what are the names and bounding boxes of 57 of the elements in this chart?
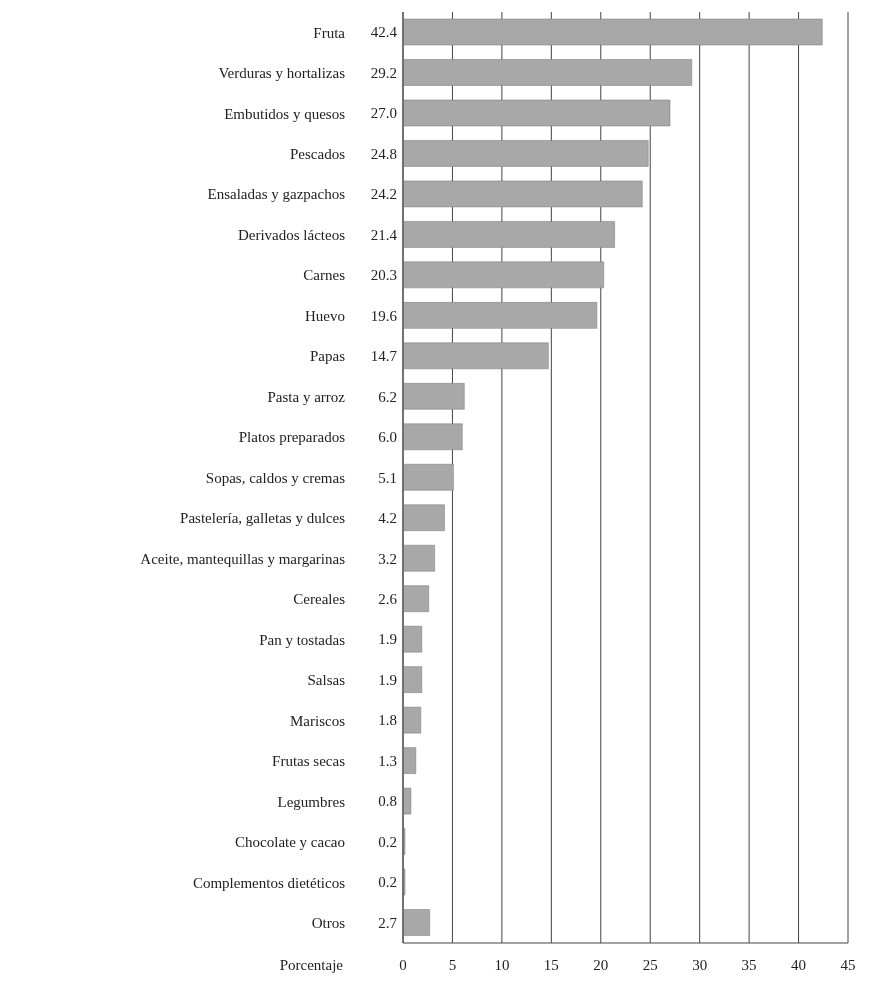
y-tick-label: Legumbres xyxy=(277,793,346,810)
y-tick-label: Sopas, caldos y cremas xyxy=(205,469,346,486)
data-label: 2.6 xyxy=(378,591,398,608)
y-tick-label: Chocolate y cacao xyxy=(235,834,345,851)
data-label: 5.1 xyxy=(378,469,397,486)
data-label: 4.2 xyxy=(378,510,397,527)
y-tick-label: Otros xyxy=(311,915,346,932)
y-tick-label: Pastelería, galletas y dulces xyxy=(180,510,346,527)
x-tick-label: 30 xyxy=(692,956,708,973)
x-tick-label: 35 xyxy=(741,956,757,973)
data-label: 1.9 xyxy=(378,671,397,688)
data-label: 24.2 xyxy=(370,186,397,203)
x-tick-label: 20 xyxy=(593,956,609,973)
y-tick-label: Pasta y arroz xyxy=(267,388,346,405)
data-label: 2.7 xyxy=(378,914,398,931)
y-tick-label: Pan y tostadas xyxy=(259,631,346,648)
x-tick-label: 10 xyxy=(494,956,510,973)
data-label: 29.2 xyxy=(370,64,397,81)
data-label: 6.0 xyxy=(378,429,397,446)
y-tick-label: Aceite, mantequillas y margarinas xyxy=(140,550,346,567)
x-tick-label: 5 xyxy=(448,956,457,973)
data-label: 0.8 xyxy=(378,793,397,810)
data-label: 19.6 xyxy=(370,307,398,324)
x-tick-label: 40 xyxy=(791,956,807,973)
y-tick-label: Salsas xyxy=(307,672,346,689)
y-tick-label: Complementos dietéticos xyxy=(192,874,346,891)
x-tick-label: 15 xyxy=(543,956,559,973)
y-tick-label: Papas xyxy=(310,348,346,365)
data-label: 27.0 xyxy=(370,105,397,122)
y-tick-label: Fruta xyxy=(313,24,346,41)
y-tick-label: Mariscos xyxy=(290,712,346,729)
y-tick-label: Cereales xyxy=(293,591,346,608)
data-label: 0.2 xyxy=(378,874,397,891)
data-label: 20.3 xyxy=(370,267,397,284)
x-tick-label: 25 xyxy=(642,956,658,973)
data-label: 42.4 xyxy=(370,24,398,41)
y-tick-label: Verduras y hortalizas xyxy=(218,65,346,82)
data-label: 24.8 xyxy=(370,145,397,162)
data-label: 6.2 xyxy=(378,388,397,405)
x-tick-label: 0 xyxy=(399,956,407,973)
data-label: 3.2 xyxy=(378,550,397,567)
data-label: 21.4 xyxy=(370,226,398,243)
data-label: 1.3 xyxy=(378,752,397,769)
y-tick-label: Pescados xyxy=(290,146,346,162)
y-tick-label: Carnes xyxy=(303,267,346,284)
y-tick-label: Derivados lácteos xyxy=(237,226,346,243)
x-axis-title: Porcentaje xyxy=(279,957,344,974)
y-tick-label: Embutidos y quesos xyxy=(224,105,346,122)
data-label: 1.9 xyxy=(378,631,397,648)
data-label: 1.8 xyxy=(378,712,397,729)
y-tick-label: Huevo xyxy=(305,307,345,324)
y-tick-label: Ensaladas y gazpachos xyxy=(207,186,346,203)
data-label: 0.2 xyxy=(378,833,397,850)
data-label: 14.7 xyxy=(370,348,398,365)
y-tick-label: Frutas secas xyxy=(272,753,346,770)
x-tick-label: 45 xyxy=(840,956,856,973)
y-tick-label: Platos preparados xyxy=(238,429,346,446)
